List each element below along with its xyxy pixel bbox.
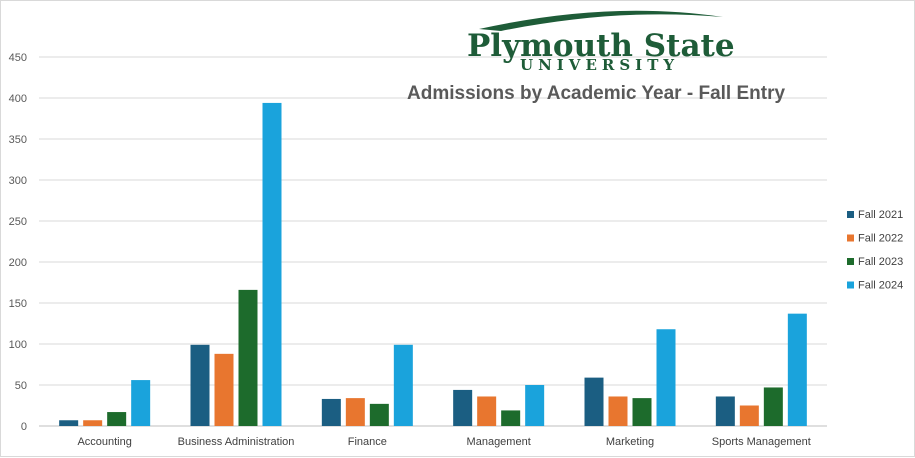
y-tick-label: 300 (9, 175, 27, 187)
university-logo: Plymouth State UNIVERSITY (467, 10, 735, 74)
bar-fall-2022-accounting (83, 420, 103, 426)
bar-fall-2023-finance (369, 403, 389, 426)
bar-fall-2022-marketing (608, 396, 628, 426)
bar-fall-2021-business-administration (190, 344, 210, 426)
bar-fall-2021-management (453, 389, 473, 426)
legend-swatch (847, 281, 854, 289)
bar-fall-2024-management (525, 385, 545, 426)
legend-swatch (847, 258, 854, 265)
bar-fall-2023-business-administration (238, 289, 258, 426)
legend-label: Fall 2024 (858, 280, 903, 292)
legend-label: Fall 2022 (858, 233, 903, 245)
legend-label: Fall 2023 (858, 256, 903, 268)
bar-fall-2023-management (501, 410, 521, 426)
bar-fall-2023-sports-management (763, 387, 783, 426)
y-tick-label: 150 (9, 298, 27, 310)
y-tick-label: 200 (9, 257, 27, 269)
bar-fall-2024-accounting (131, 380, 151, 426)
bar-fall-2022-sports-management (739, 405, 759, 426)
y-tick-label: 250 (9, 216, 27, 228)
y-tick-label: 450 (9, 52, 27, 64)
bar-fall-2023-accounting (107, 412, 127, 426)
bar-fall-2021-sports-management (715, 396, 735, 426)
x-category-label: Business Administration (178, 436, 295, 448)
logo-subtitle: UNIVERSITY (520, 56, 679, 74)
legend-label: Fall 2021 (858, 209, 903, 221)
bar-fall-2022-finance (345, 398, 365, 426)
y-tick-label: 50 (15, 380, 27, 392)
bar-fall-2022-management (477, 396, 497, 426)
y-tick-label: 100 (9, 339, 27, 351)
logo-name: Plymouth State (467, 28, 735, 64)
bars (59, 102, 807, 427)
grid-lines (39, 56, 827, 427)
x-category-label: Marketing (606, 436, 654, 448)
x-category-label: Sports Management (712, 436, 811, 448)
x-axis: Accounting Business Administration Finance… (77, 436, 810, 448)
bar-fall-2021-finance (321, 398, 341, 426)
legend-swatch (847, 211, 854, 218)
bar-fall-2024-business-administration (262, 102, 282, 427)
chart-title: Admissions by Academic Year - Fall Entry (407, 83, 785, 104)
y-tick-label: 400 (9, 93, 27, 105)
x-category-label: Finance (348, 436, 387, 448)
bar-fall-2021-accounting (59, 420, 79, 426)
y-axis: 0 50 100 150 200 250 300 350 400 450 (9, 52, 27, 433)
y-tick-label: 0 (21, 421, 27, 433)
bar-fall-2021-marketing (584, 377, 604, 426)
legend: Fall 2021 Fall 2022 Fall 2023 Fall 2024 (847, 209, 903, 292)
bar-fall-2022-business-administration (214, 353, 234, 426)
x-category-label: Management (467, 436, 531, 448)
y-tick-label: 350 (9, 134, 27, 146)
bar-fall-2024-sports-management (787, 313, 807, 426)
bar-fall-2024-finance (393, 344, 413, 426)
bar-fall-2024-marketing (656, 329, 676, 426)
bar-fall-2023-marketing (632, 398, 652, 426)
logo-swoosh (479, 10, 723, 31)
legend-swatch (847, 234, 854, 242)
x-category-label: Accounting (77, 436, 131, 448)
